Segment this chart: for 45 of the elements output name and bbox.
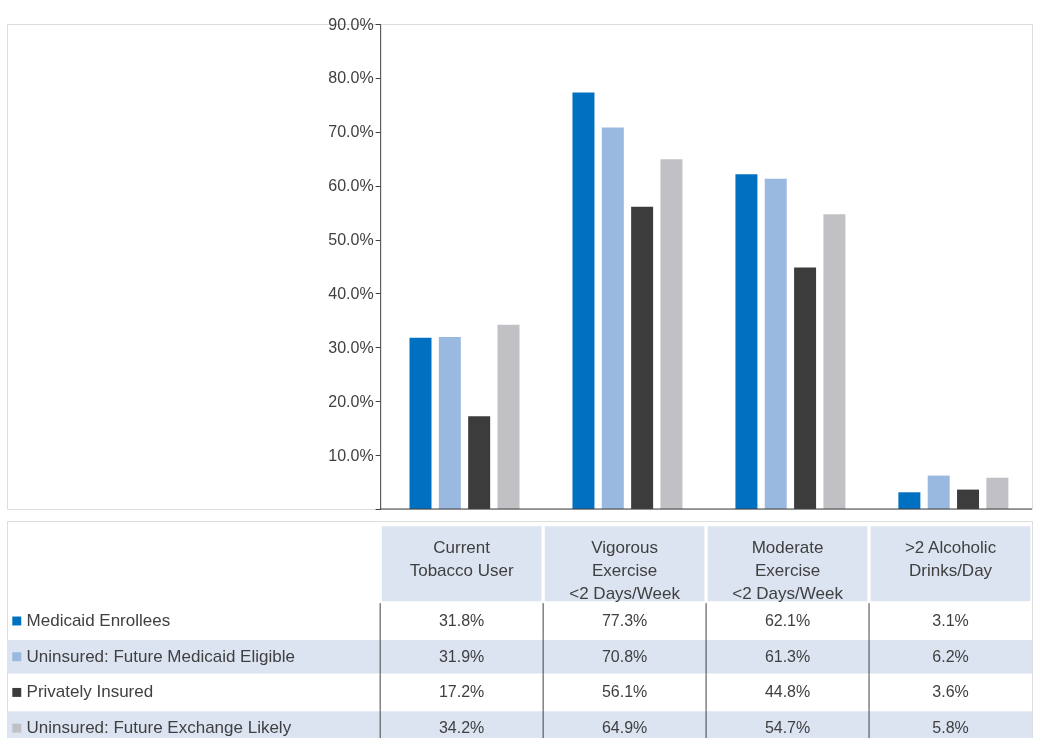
x-tick-label: Moderate Exercise <2 Days/Week xyxy=(732,537,844,604)
data-label: 3.1% xyxy=(932,612,969,629)
bar xyxy=(601,127,624,509)
bar xyxy=(764,178,787,509)
legend-label: Privately Insured xyxy=(26,682,154,702)
data-label: 61.3% xyxy=(764,647,811,665)
data-label: 17.2% xyxy=(438,683,485,701)
data-label: 6.2% xyxy=(932,647,969,665)
bar xyxy=(438,337,461,509)
bar xyxy=(823,214,846,509)
bar xyxy=(660,159,683,509)
y-tick-label: 20.0% xyxy=(328,392,374,410)
data-label: 62.1% xyxy=(764,612,811,629)
data-label: 70.8% xyxy=(601,647,648,665)
x-tick-label: Current Tobacco User xyxy=(409,537,514,580)
data-label: 64.9% xyxy=(601,719,648,737)
data-label: 31.9% xyxy=(438,647,485,665)
legend-label: Uninsured: Future Medicaid Eligible xyxy=(26,646,295,666)
legend-label: Medicaid Enrollees xyxy=(26,611,171,630)
data-label: 5.8% xyxy=(932,719,969,737)
y-tick-label: 90.0% xyxy=(328,15,374,33)
x-tick-label: >2 Alcoholic Drinks/Day xyxy=(904,537,997,580)
data-label: 34.2% xyxy=(438,719,485,737)
y-tick-label: 70.0% xyxy=(328,123,374,141)
bar xyxy=(497,324,520,509)
x-tick-label: Vigorous Exercise <2 Days/Week xyxy=(569,537,681,604)
bar xyxy=(409,337,432,509)
bar xyxy=(986,477,1009,509)
bar xyxy=(927,475,950,509)
y-tick-label: 80.0% xyxy=(328,69,374,87)
bar xyxy=(572,92,595,509)
data-label: 77.3% xyxy=(601,612,648,629)
bar xyxy=(735,174,758,509)
data-label: 54.7% xyxy=(764,719,811,737)
y-tick-label: 60.0% xyxy=(328,177,374,195)
y-tick-label: 40.0% xyxy=(328,284,374,302)
legend-label: Uninsured: Future Exchange Likely xyxy=(26,718,292,738)
data-label: 56.1% xyxy=(601,683,648,701)
y-tick-label: 50.0% xyxy=(328,231,374,249)
data-label: 44.8% xyxy=(764,683,811,701)
data-label: 31.8% xyxy=(438,612,485,629)
y-tick-label: 30.0% xyxy=(328,338,374,356)
data-label: 3.6% xyxy=(932,683,969,701)
y-tick-label: 10.0% xyxy=(328,446,374,464)
bar xyxy=(898,492,921,509)
